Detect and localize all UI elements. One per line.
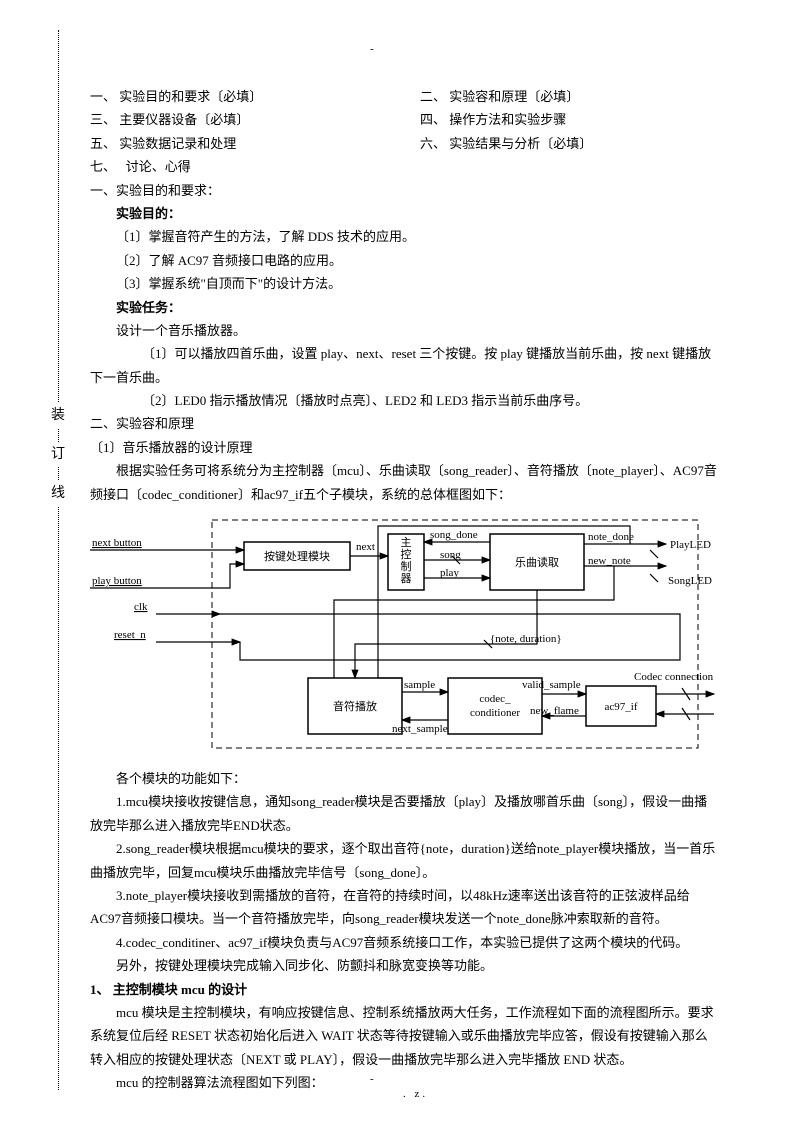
songled-label: SongLED [668, 575, 712, 587]
binding-char-3: 线 [49, 481, 67, 506]
toc-r1: 二、 实验容和原理〔必填〕 [420, 85, 720, 108]
module-4: 4.codec_conditiner、ac97_if模块负责与AC97音频系统接… [90, 931, 720, 954]
songdone-label: song_done [430, 529, 478, 541]
next-button-label: next button [92, 537, 142, 549]
binding-line [58, 30, 59, 1090]
playled-label: PlayLED [670, 539, 711, 551]
toc-row-1: 一、 实验目的和要求〔必填〕 二、 实验容和原理〔必填〕 [90, 85, 720, 108]
mcu-body-2: mcu 的控制器算法流程图如下列图： [90, 1071, 720, 1094]
toc-r2: 四、 操作方法和实验步骤 [420, 108, 720, 131]
binding-char-1: 装 [49, 403, 67, 428]
purpose-1: 〔1〕掌握音符产生的方法，了解 DDS 技术的应用。 [90, 225, 720, 248]
toc-row-3: 五、 实验数据记录和处理 六、 实验结果与分析〔必填〕 [90, 132, 720, 155]
modules-heading: 各个模块的功能如下： [90, 767, 720, 790]
toc-l1: 一、 实验目的和要求〔必填〕 [90, 85, 420, 108]
toc-r3: 六、 实验结果与分析〔必填〕 [420, 132, 720, 155]
validsample-label: valid_sample [522, 679, 581, 691]
binding-char-2: 订 [49, 442, 67, 467]
mcu-l2: 控 [401, 547, 412, 561]
note-player-label: 音符播放 [333, 699, 377, 713]
section-2-body1: 根据实验任务可将系统分为主控制器〔mcu〕、乐曲读取〔song_reader〕、… [90, 459, 720, 506]
song-reader-label: 乐曲读取 [515, 555, 559, 569]
module-1: 1.mcu模块接收按键信息，通知song_reader模块是否要播放〔play〕… [90, 790, 720, 837]
next-wire-label: next [356, 541, 375, 553]
section-2-sub1: 〔1〕音乐播放器的设计原理 [90, 436, 720, 459]
codec-l1: codec_ [479, 693, 511, 705]
toc-l4: 七、 讨论、心得 [90, 155, 720, 178]
mcu-l1: 主 [401, 536, 412, 549]
section-2-heading: 二、实验容和原理 [90, 412, 720, 435]
mcu-heading: 1、 主控制模块 mcu 的设计 [90, 978, 720, 1001]
purpose-heading: 实验目的： [90, 202, 720, 225]
task-2: 〔2〕LED0 指示播放情况〔播放时点亮〕、LED2 和 LED3 指示当前乐曲… [90, 389, 720, 412]
section-1-heading: 一、实验目的和要求： [90, 179, 720, 202]
clk-label: clk [134, 601, 148, 613]
codec-l2: conditioner [470, 707, 520, 719]
module-2: 2.song_reader模块根据mcu模块的要求，逐个取出音符{note，du… [90, 837, 720, 884]
purpose-3: 〔3〕掌握系统"自顶而下"的设计方法。 [90, 272, 720, 295]
module-3: 3.note_player模块接收到需播放的音符，在音符的持续时间，以48kHz… [90, 884, 720, 931]
mcu-l3: 制 [401, 560, 412, 573]
task-heading: 实验任务： [90, 296, 720, 319]
song-wire-label: song [440, 549, 461, 561]
mcu-l4: 器 [401, 572, 412, 585]
mcu-body-1: mcu 模块是主控制模块，有响应按键信息、控制系统播放两大任务，工作流程如下面的… [90, 1001, 720, 1071]
newnote-label: new_note [588, 555, 631, 567]
top-mark: - [370, 40, 374, 60]
notedone-label: note_done [588, 531, 634, 543]
toc-l2: 三、 主要仪器设备〔必填〕 [90, 108, 420, 131]
noteduration-label: {note, duration} [490, 633, 562, 645]
codec-conn-label: Codec connection [634, 671, 714, 683]
task-0: 设计一个音乐播放器。 [90, 319, 720, 342]
ac97-label: ac97_if [605, 701, 638, 713]
play-wire-label: play [440, 567, 459, 579]
nextsample-label: next_sample [392, 723, 448, 735]
toc-l3: 五、 实验数据记录和处理 [90, 132, 420, 155]
sample-label: sample [404, 679, 435, 691]
system-block-diagram: 按键处理模块 主 控 制 器 乐曲读取 音符播放 codec_ conditio… [90, 514, 720, 759]
purpose-2: 〔2〕了解 AC97 音频接口电路的应用。 [90, 249, 720, 272]
toc-row-2: 三、 主要仪器设备〔必填〕 四、 操作方法和实验步骤 [90, 108, 720, 131]
reset-label: reset_n [114, 629, 146, 641]
task-1: 〔1〕可以播放四首乐曲，设置 play、next、reset 三个按键。按 pl… [90, 342, 720, 389]
btn-module-label: 按键处理模块 [264, 549, 330, 563]
page-content: 一、 实验目的和要求〔必填〕 二、 实验容和原理〔必填〕 三、 主要仪器设备〔必… [90, 85, 720, 1095]
play-button-label: play button [92, 575, 142, 587]
module-extra: 另外，按键处理模块完成输入同步化、防颤抖和脉宽变换等功能。 [90, 954, 720, 977]
newflame-label: new_flame [530, 705, 579, 717]
